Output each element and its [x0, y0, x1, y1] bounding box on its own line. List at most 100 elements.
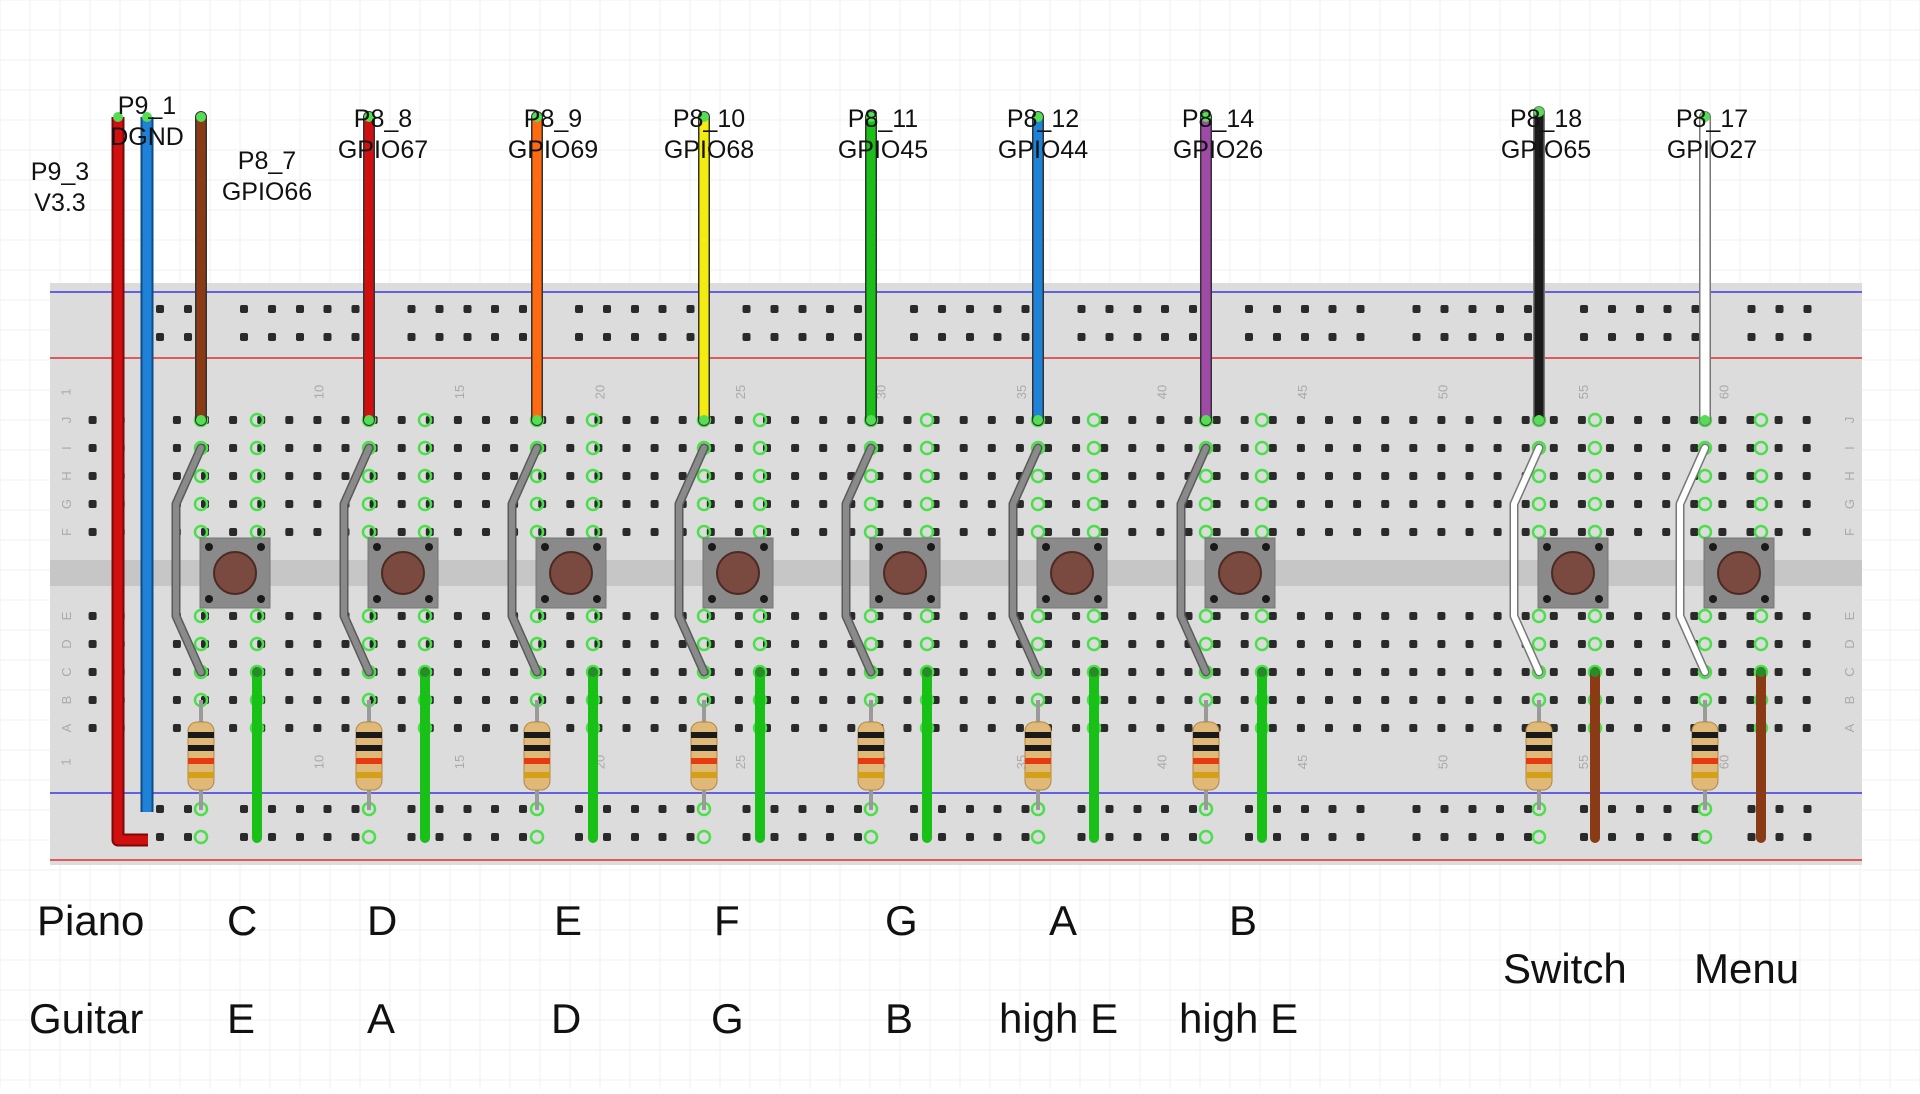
hole	[854, 333, 862, 341]
hole	[678, 640, 687, 648]
hole	[351, 305, 360, 313]
hole	[1690, 500, 1699, 508]
connected-hole	[585, 412, 601, 428]
hole	[1325, 528, 1333, 536]
connected-hole	[863, 496, 879, 512]
hole	[172, 640, 181, 648]
hole	[987, 640, 996, 648]
hole	[1437, 444, 1446, 452]
hole	[1268, 696, 1277, 704]
hole	[819, 500, 828, 508]
hole	[285, 528, 294, 536]
hole	[1774, 416, 1783, 424]
hole	[1747, 305, 1756, 313]
hole	[1100, 472, 1109, 480]
connected-hole	[417, 496, 433, 512]
hole	[1128, 612, 1137, 620]
hole	[987, 416, 996, 424]
hole	[1437, 416, 1446, 424]
connected-hole	[752, 468, 768, 484]
hole	[341, 640, 350, 648]
hole	[622, 528, 631, 536]
hole	[1268, 612, 1277, 620]
button-pin	[541, 595, 549, 603]
column-number: 15	[452, 755, 467, 769]
hole	[622, 444, 631, 452]
button-pin	[593, 595, 601, 603]
hole	[847, 668, 856, 676]
hole	[903, 500, 912, 508]
row-letter: J	[1842, 417, 1857, 424]
hole	[1161, 805, 1169, 813]
lead-wire	[341, 445, 372, 675]
hole	[1662, 416, 1671, 424]
hole	[1521, 444, 1530, 452]
hole	[1493, 444, 1502, 452]
hole	[397, 444, 406, 452]
push-button-cap	[1551, 551, 1595, 595]
hole	[1409, 668, 1418, 676]
hole	[959, 668, 968, 676]
hole	[156, 333, 164, 341]
hole	[519, 833, 527, 841]
hole	[1465, 724, 1474, 732]
resistor-band	[691, 772, 717, 778]
column-number: 40	[1154, 755, 1169, 769]
hole	[966, 805, 974, 813]
connected-hole	[1697, 496, 1713, 512]
hole	[341, 472, 350, 480]
connected-hole	[193, 496, 209, 512]
hole	[1240, 416, 1249, 424]
row-letter: B	[1842, 696, 1857, 705]
row-letter: I	[1842, 446, 1857, 450]
hole	[323, 805, 332, 813]
lead-wire	[173, 445, 204, 675]
hole	[1240, 472, 1249, 480]
column-number: 40	[1154, 385, 1169, 399]
connected-hole	[361, 829, 377, 845]
hole	[1802, 724, 1811, 732]
connected-hole	[193, 608, 209, 624]
hole	[1493, 416, 1502, 424]
hole	[1802, 500, 1811, 508]
hole	[453, 640, 462, 648]
connected-hole	[585, 468, 601, 484]
connected-hole	[1587, 468, 1603, 484]
hole	[1636, 333, 1644, 341]
hole	[351, 333, 360, 341]
hole	[1273, 833, 1281, 841]
row-letter: E	[1842, 611, 1857, 620]
hole	[1468, 805, 1477, 813]
hole	[798, 833, 807, 841]
hole	[1240, 724, 1249, 732]
hole	[1580, 305, 1588, 313]
push-button-cap	[1218, 551, 1262, 595]
hole	[791, 668, 800, 676]
hole	[1803, 833, 1812, 841]
connected-hole	[361, 468, 377, 484]
button-pin	[541, 543, 549, 551]
hole	[397, 416, 406, 424]
hole	[1690, 416, 1699, 424]
hole	[819, 528, 828, 536]
connected-hole	[249, 440, 265, 456]
hole	[1718, 612, 1727, 620]
hole	[1747, 805, 1756, 813]
hole	[678, 696, 687, 704]
pin-label-p8-18: P8_18 GPIO65	[1500, 105, 1592, 164]
hole	[1577, 444, 1586, 452]
row-letter: D	[59, 639, 74, 648]
hole	[791, 640, 800, 648]
push-button-cap	[549, 551, 593, 595]
hole	[313, 500, 322, 508]
hole	[1521, 668, 1530, 676]
column-number: 10	[311, 385, 326, 399]
hole	[1437, 612, 1446, 620]
hole	[1184, 444, 1193, 452]
hole	[1212, 444, 1221, 452]
hole	[1521, 528, 1530, 536]
hole	[1381, 640, 1390, 648]
wire-end	[699, 415, 709, 425]
hole	[435, 833, 444, 841]
hole	[1325, 724, 1333, 732]
